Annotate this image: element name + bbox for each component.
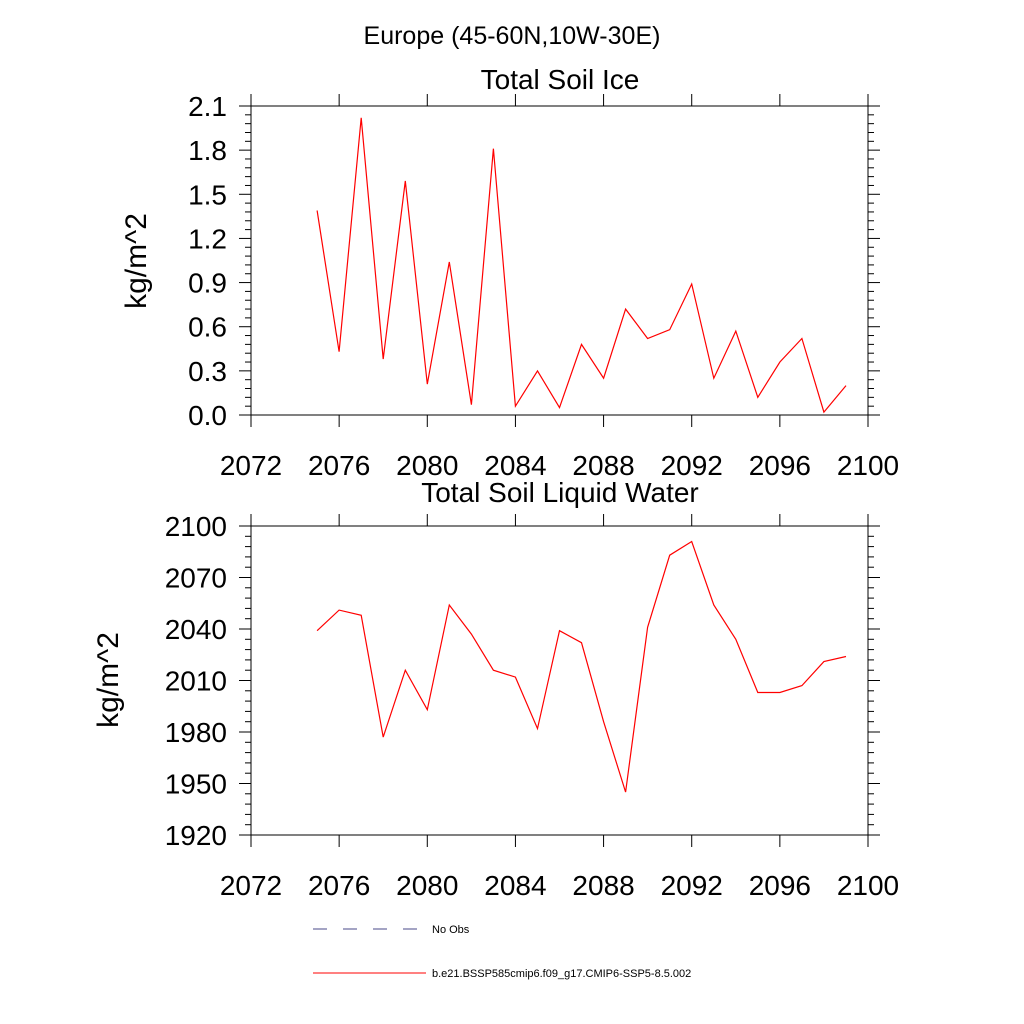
x-tick-label: 2076	[308, 450, 370, 481]
y-tick-label: 1950	[165, 769, 227, 800]
x-tick-label: 2080	[396, 870, 458, 901]
x-tick-label: 2072	[220, 450, 282, 481]
y-tick-label: 2.1	[188, 91, 227, 122]
panel-total-soil-liquid-water: Total Soil Liquid Water kg/m^2 2072 2076 2…	[92, 477, 899, 901]
panel-total-soil-ice: Total Soil Ice kg/m^2 2072 2076 2080 2084 20…	[120, 64, 899, 481]
y-tick-label: 0.3	[188, 356, 227, 387]
x-tick-label: 2080	[396, 450, 458, 481]
y-tick-label: 1.5	[188, 179, 227, 210]
x-tick-label: 2092	[661, 450, 723, 481]
x-tick-label: 2096	[749, 870, 811, 901]
plot-frame	[250, 105, 869, 416]
y-tick-label: 2040	[165, 614, 227, 645]
series-line	[316, 117, 847, 414]
panel-title: Total Soil Ice	[481, 64, 640, 95]
y-axis-label: kg/m^2	[120, 213, 153, 309]
x-tick-label: 2072	[220, 870, 282, 901]
panel-title: Total Soil Liquid Water	[421, 477, 699, 508]
y-axis-label: kg/m^2	[92, 632, 125, 728]
legend-label-model: b.e21.BSSP585cmip6.f09_g17.CMIP6-SSP5-8.…	[432, 968, 691, 980]
plot-frame	[250, 525, 869, 836]
y-tick-label: 0.6	[188, 312, 227, 343]
y-tick-label: 1.8	[188, 135, 227, 166]
x-tick-label: 2092	[661, 870, 723, 901]
y-tick-label: 1980	[165, 717, 227, 748]
series-line	[316, 540, 847, 793]
y-tick-label: 0.0	[188, 400, 227, 431]
x-tick-label: 2100	[837, 450, 899, 481]
x-tick-label: 2088	[572, 450, 634, 481]
figure-title: Europe (45-60N,10W-30E)	[364, 22, 661, 50]
x-tick-label: 2084	[484, 870, 546, 901]
x-tick-label: 2076	[308, 870, 370, 901]
legend: No Obs b.e21.BSSP585cmip6.f09_g17.CMIP6-…	[313, 924, 691, 980]
y-tick-label: 2010	[165, 666, 227, 697]
y-tick-label: 0.9	[188, 268, 227, 299]
y-tick-label: 1.2	[188, 223, 227, 254]
legend-label-no-obs: No Obs	[432, 924, 470, 936]
y-tick-label: 1920	[165, 820, 227, 851]
x-tick-label: 2096	[749, 450, 811, 481]
x-tick-label: 2100	[837, 870, 899, 901]
x-tick-label: 2088	[572, 870, 634, 901]
y-tick-label: 2070	[165, 563, 227, 594]
y-tick-label: 2100	[165, 511, 227, 542]
x-tick-label: 2084	[484, 450, 546, 481]
